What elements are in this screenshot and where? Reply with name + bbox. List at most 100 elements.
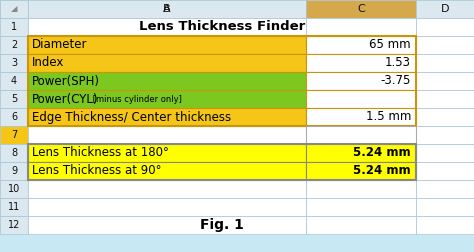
Bar [306, 198, 416, 216]
Bar [0, 198, 28, 216]
Bar [416, 36, 474, 54]
Bar [28, 144, 306, 162]
Text: Index: Index [32, 56, 64, 70]
Bar [306, 144, 416, 162]
Bar [0, 108, 28, 126]
Bar [306, 54, 416, 72]
Bar [28, 90, 306, 108]
Text: 1: 1 [11, 22, 17, 32]
Text: Lens Thickness at 90°: Lens Thickness at 90° [32, 165, 162, 177]
Text: 12: 12 [8, 220, 20, 230]
Bar [416, 0, 474, 18]
Text: 65 mm: 65 mm [369, 39, 411, 51]
Text: 5.24 mm: 5.24 mm [354, 146, 411, 160]
Bar [0, 54, 28, 72]
Text: D: D [441, 4, 449, 14]
Bar [28, 36, 306, 54]
Text: Edge Thickness/ Center thickness: Edge Thickness/ Center thickness [32, 110, 231, 123]
Bar [28, 126, 306, 144]
Bar [28, 54, 306, 72]
Bar [0, 216, 28, 234]
Bar [28, 18, 306, 36]
Bar [28, 108, 306, 126]
Bar [0, 0, 28, 18]
Bar [28, 90, 306, 108]
Bar [306, 90, 416, 108]
Bar [28, 72, 306, 90]
Bar [0, 18, 28, 36]
Bar [306, 126, 416, 144]
Bar [0, 0, 28, 18]
Bar [28, 144, 416, 180]
Bar [0, 36, 28, 54]
Text: [minus cylinder only]: [minus cylinder only] [90, 94, 182, 104]
Text: Diameter: Diameter [32, 39, 88, 51]
Bar [416, 126, 474, 144]
Text: C: C [357, 4, 365, 14]
Bar [0, 72, 28, 90]
Text: -3.75: -3.75 [381, 75, 411, 87]
Bar [28, 198, 306, 216]
Bar [28, 36, 416, 126]
Text: Lens Thickness at 180°: Lens Thickness at 180° [32, 146, 169, 160]
Bar [306, 36, 416, 54]
Text: 4: 4 [11, 76, 17, 86]
Text: 3: 3 [11, 58, 17, 68]
Bar [28, 54, 306, 72]
Bar [0, 180, 28, 198]
Bar [0, 126, 28, 144]
Text: 6: 6 [11, 112, 17, 122]
Text: Lens Thickness Finder: Lens Thickness Finder [139, 20, 305, 34]
Bar [416, 162, 474, 180]
Bar [28, 72, 306, 90]
Bar [28, 162, 306, 180]
Bar [28, 108, 306, 126]
Bar [28, 180, 306, 198]
Bar [306, 180, 416, 198]
Bar [0, 144, 28, 162]
Bar [306, 162, 416, 180]
Text: B: B [163, 4, 171, 14]
Text: 9: 9 [11, 166, 17, 176]
Bar [306, 108, 416, 126]
Bar [306, 72, 416, 90]
Bar [416, 108, 474, 126]
Text: 8: 8 [11, 148, 17, 158]
Text: 1.5 mm: 1.5 mm [365, 110, 411, 123]
Bar [306, 108, 416, 126]
Text: Power(CYL): Power(CYL) [32, 92, 99, 106]
Bar [306, 18, 416, 36]
Bar [306, 126, 416, 144]
Bar [306, 90, 416, 108]
Text: A: A [163, 4, 171, 14]
Text: Power(SPH): Power(SPH) [32, 75, 100, 87]
Text: 11: 11 [8, 202, 20, 212]
Text: 5: 5 [11, 94, 17, 104]
Text: 2: 2 [11, 40, 17, 50]
Bar [28, 144, 306, 162]
Bar [28, 216, 306, 234]
Bar [306, 0, 416, 18]
Bar [306, 144, 416, 162]
Bar [28, 36, 306, 54]
Bar [416, 216, 474, 234]
Text: 10: 10 [8, 184, 20, 194]
Bar [416, 90, 474, 108]
Bar [28, 0, 306, 18]
Bar [28, 162, 306, 180]
Bar [0, 90, 28, 108]
Bar [416, 180, 474, 198]
Text: 1.53: 1.53 [385, 56, 411, 70]
Bar [306, 162, 416, 180]
Bar [416, 198, 474, 216]
Text: 7: 7 [11, 130, 17, 140]
Bar [416, 54, 474, 72]
Text: ◢: ◢ [11, 5, 17, 14]
Bar [306, 54, 416, 72]
Bar [306, 36, 416, 54]
Text: 5.24 mm: 5.24 mm [354, 165, 411, 177]
Text: Fig. 1: Fig. 1 [200, 218, 244, 232]
Bar [0, 162, 28, 180]
Bar [416, 72, 474, 90]
Bar [416, 18, 474, 36]
